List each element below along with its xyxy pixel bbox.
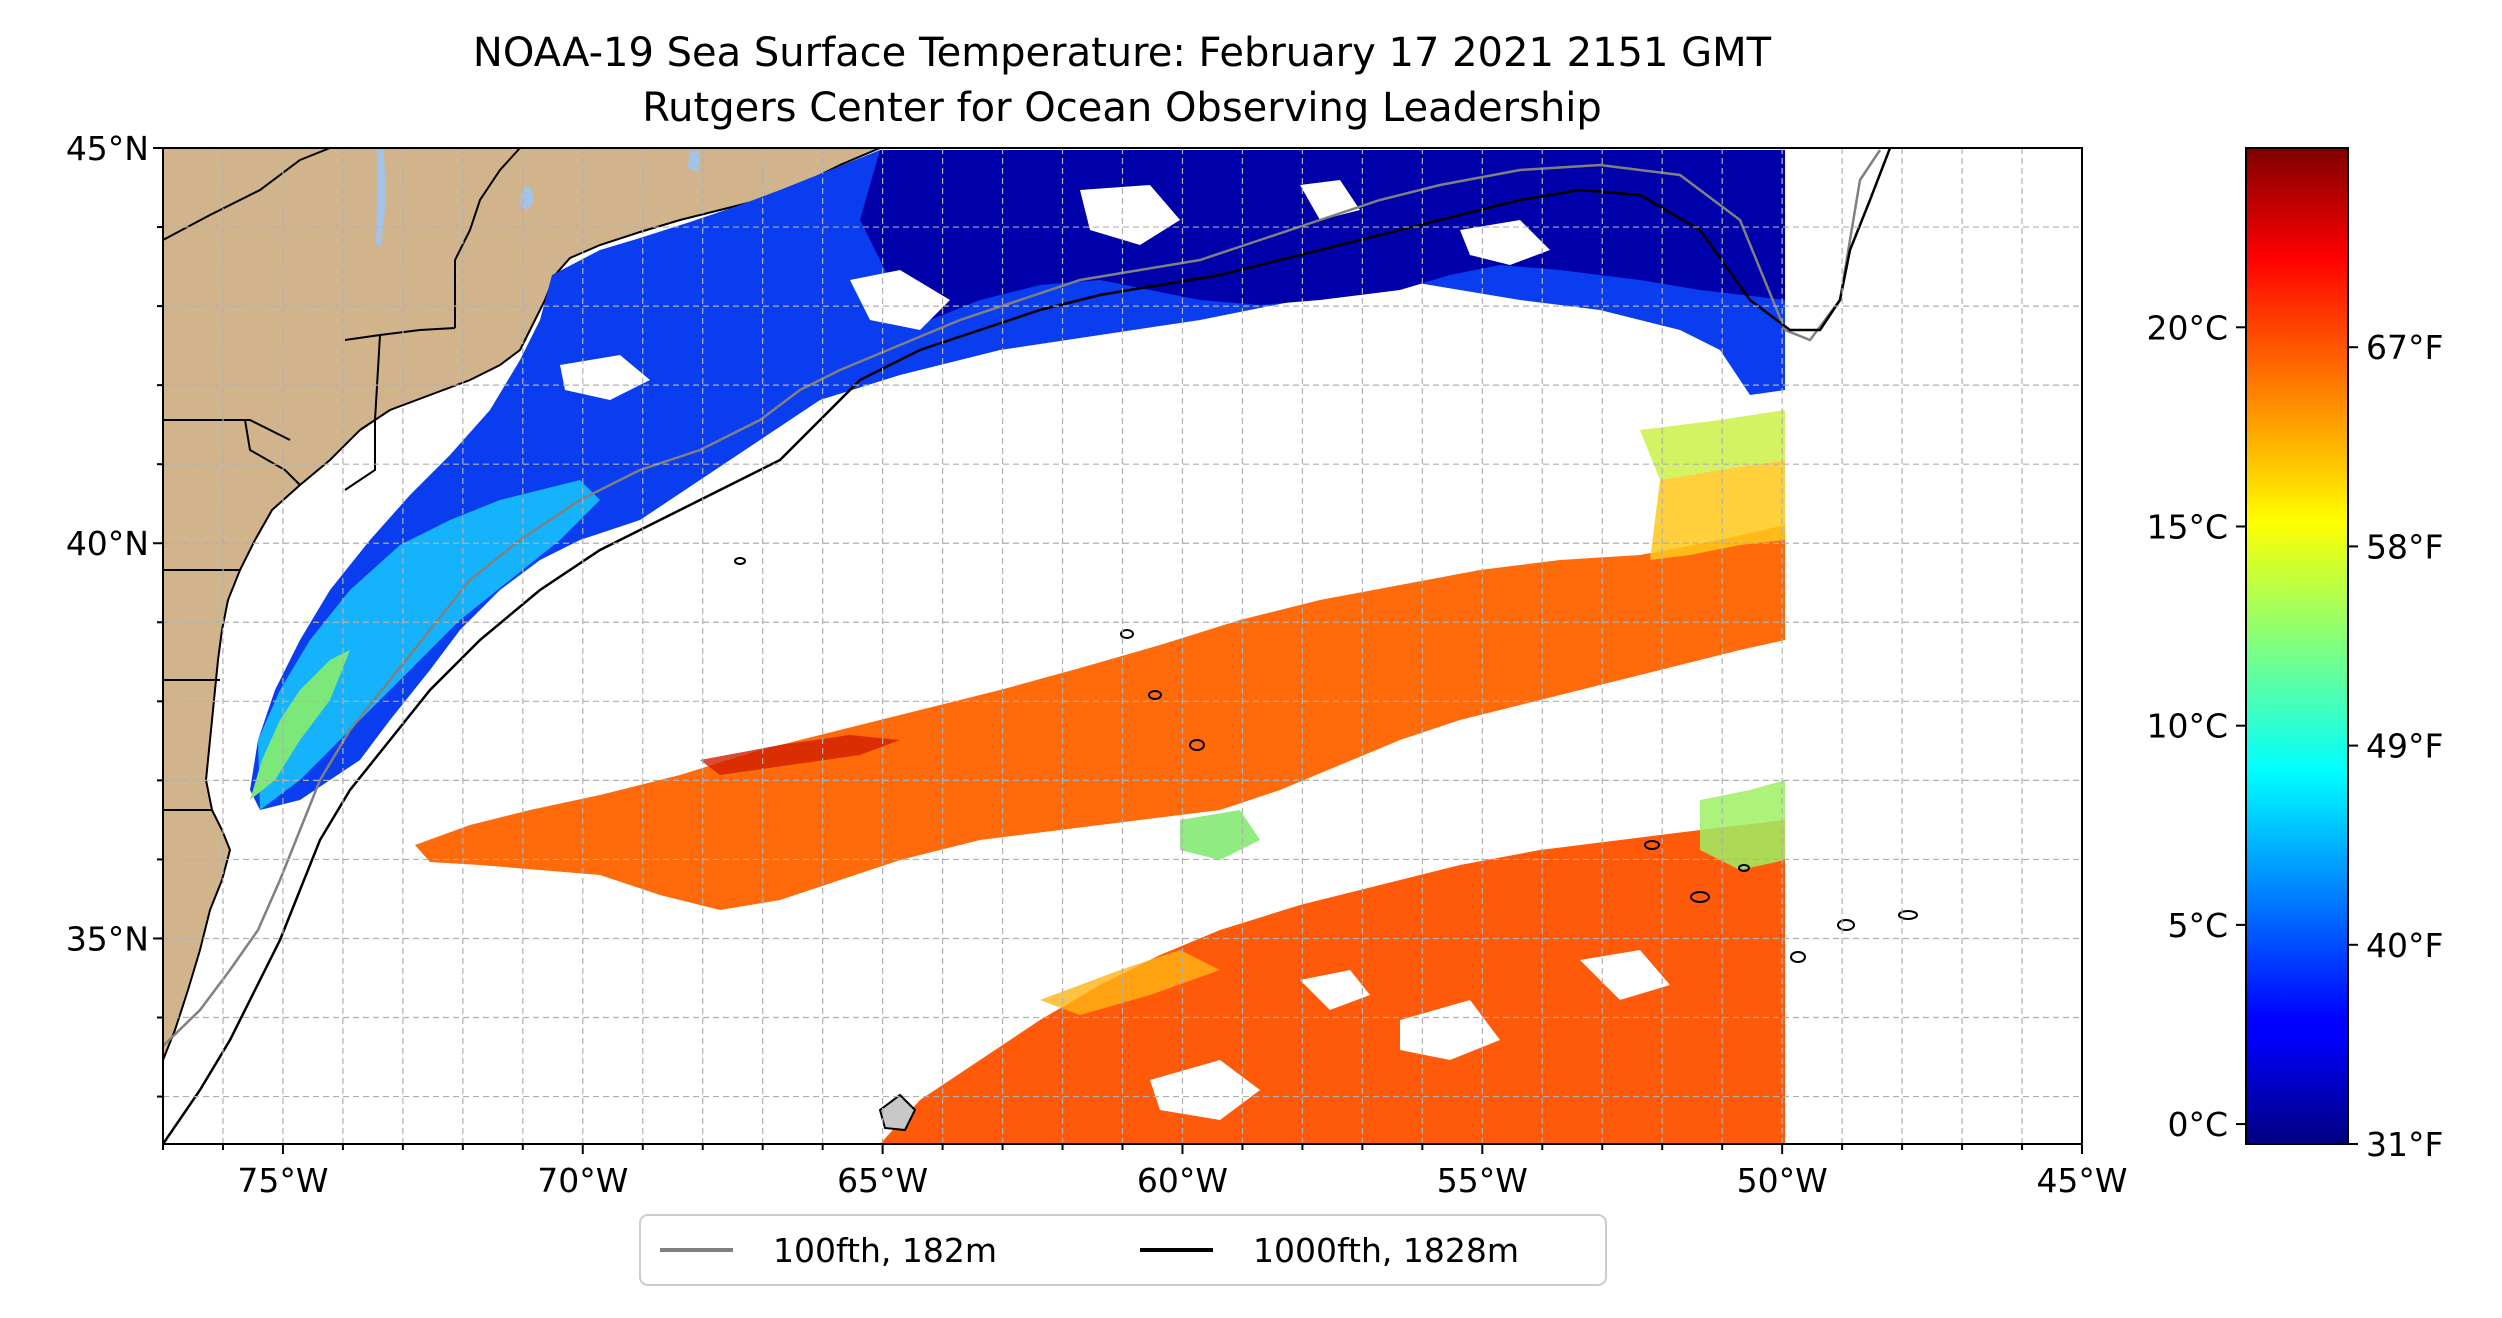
gridlines <box>163 148 2082 1144</box>
x-tick-label: 45°W <box>2036 1161 2127 1200</box>
colorbar-fahrenheit-axis: 31°F 40°F 49°F 58°F 67°F <box>2348 328 2443 1164</box>
sst-cool-slope <box>258 480 600 810</box>
cloud-patches-south <box>1150 950 1670 1120</box>
sst-green-patches-mid <box>1180 810 1260 860</box>
colorbar-celsius-label: 5°C <box>2167 906 2228 945</box>
lake-moosehead <box>688 150 700 172</box>
colorbar-celsius-axis: 0°C 5°C 10°C 15°C 20°C <box>2146 308 2246 1144</box>
y-axis: 45°N 40°N 35°N <box>66 129 163 1098</box>
cloud-patches-north <box>560 180 1550 520</box>
seamount-south-gray <box>878 1093 917 1132</box>
sst-yellow-band <box>1650 460 1785 560</box>
y-tick-label: 40°N <box>66 524 149 563</box>
x-tick-label: 60°W <box>1137 1161 1228 1200</box>
x-tick-label: 50°W <box>1737 1161 1828 1200</box>
legend: 100fth, 182m 1000fth, 1828m <box>639 1214 1607 1286</box>
map-panel <box>163 148 2082 1144</box>
colorbar-celsius-label: 0°C <box>2167 1105 2228 1144</box>
x-tick-label: 75°W <box>237 1161 328 1200</box>
colorbar-fahrenheit-label: 67°F <box>2366 328 2443 367</box>
legend-box <box>639 1214 1607 1286</box>
x-tick-label: 65°W <box>837 1161 928 1200</box>
y-tick-label: 35°N <box>66 919 149 958</box>
colorbar-fahrenheit-label: 40°F <box>2366 926 2443 965</box>
lake-champlain <box>376 150 386 245</box>
x-tick-label: 55°W <box>1437 1161 1528 1200</box>
chart-title: NOAA-19 Sea Surface Temperature: Februar… <box>473 30 1772 76</box>
chart-subtitle: Rutgers Center for Ocean Observing Leade… <box>642 85 1602 131</box>
colorbar-fahrenheit-label: 58°F <box>2366 527 2443 566</box>
x-tick-label: 70°W <box>537 1161 628 1200</box>
isobath-100fth <box>163 149 1882 1047</box>
colorbar-celsius-label: 10°C <box>2146 707 2228 746</box>
sst-south-yellow <box>1040 950 1220 1015</box>
legend-label-100fth: 100fth, 182m <box>773 1231 997 1270</box>
sst-dark-red-filament <box>700 735 900 775</box>
colorbar <box>2245 147 2349 1145</box>
colorbar-fahrenheit-label: 31°F <box>2366 1125 2443 1164</box>
colorbar-fahrenheit-label: 49°F <box>2366 727 2443 766</box>
legend-label-1000fth: 1000fth, 1828m <box>1253 1231 1519 1270</box>
sst-yellow-green-north <box>1640 410 1785 480</box>
lake-other <box>520 186 534 210</box>
sst-cold-shelf <box>250 150 1785 810</box>
sst-gulf-stream-band <box>415 525 1785 910</box>
colorbar-celsius-label: 15°C <box>2146 507 2228 546</box>
sst-south-green <box>1700 780 1785 870</box>
x-axis: 75°W 70°W 65°W 60°W 55°W 50°W 45°W <box>162 1144 2128 1200</box>
colorbar-celsius-label: 20°C <box>2146 308 2228 347</box>
sst-green-shelf <box>250 650 350 800</box>
y-tick-label: 45°N <box>66 129 149 168</box>
land-mass <box>163 148 881 1061</box>
seamount-contours <box>734 557 1918 963</box>
isobath-1000fth <box>163 148 1892 1144</box>
state-borders <box>163 148 521 811</box>
